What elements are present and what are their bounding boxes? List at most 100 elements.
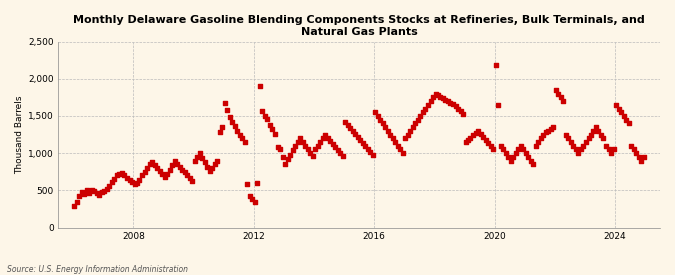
Point	[89, 189, 100, 193]
Point	[535, 136, 546, 141]
Point	[282, 157, 293, 161]
Point	[247, 197, 258, 202]
Point	[395, 147, 406, 152]
Point	[164, 167, 175, 172]
Point	[97, 190, 107, 194]
Point	[94, 193, 105, 197]
Point	[139, 170, 150, 174]
Point	[347, 129, 358, 133]
Point	[543, 129, 554, 133]
Point	[262, 117, 273, 121]
Point	[84, 190, 95, 195]
Point	[593, 129, 604, 133]
Point	[541, 130, 551, 134]
Point	[465, 135, 476, 140]
Point	[360, 144, 371, 148]
Point	[493, 103, 504, 107]
Point	[538, 132, 549, 137]
Point	[69, 204, 80, 208]
Point	[279, 161, 290, 166]
Point	[217, 125, 227, 129]
Point	[485, 144, 496, 148]
Point	[483, 141, 493, 145]
Point	[608, 147, 619, 152]
Point	[234, 132, 245, 137]
Point	[215, 130, 225, 134]
Point	[503, 155, 514, 159]
Point	[585, 132, 596, 137]
Point	[613, 106, 624, 111]
Point	[455, 109, 466, 114]
Point	[269, 132, 280, 136]
Point	[157, 172, 167, 176]
Point	[171, 161, 182, 166]
Point	[598, 136, 609, 141]
Point	[551, 88, 562, 92]
Point	[375, 117, 385, 122]
Point	[445, 100, 456, 105]
Point	[423, 103, 433, 107]
Point	[495, 144, 506, 148]
Point	[516, 144, 526, 148]
Point	[558, 99, 569, 103]
Point	[460, 140, 471, 144]
Point	[265, 123, 275, 127]
Point	[342, 123, 353, 127]
Y-axis label: Thousand Barrels: Thousand Barrels	[15, 95, 24, 174]
Point	[533, 140, 543, 144]
Point	[162, 172, 173, 176]
Point	[345, 126, 356, 130]
Point	[427, 95, 438, 100]
Point	[566, 140, 576, 144]
Point	[580, 140, 591, 144]
Point	[605, 151, 616, 155]
Point	[548, 125, 559, 129]
Point	[244, 193, 255, 198]
Point	[563, 136, 574, 141]
Point	[307, 154, 318, 158]
Point	[531, 144, 541, 148]
Point	[325, 139, 335, 144]
Point	[626, 144, 637, 148]
Point	[576, 147, 587, 152]
Point	[205, 169, 215, 173]
Point	[252, 181, 263, 185]
Point	[352, 134, 363, 139]
Point	[497, 147, 508, 152]
Point	[357, 141, 368, 145]
Point	[327, 142, 338, 147]
Point	[184, 176, 195, 181]
Point	[136, 173, 147, 178]
Point	[111, 173, 122, 178]
Point	[611, 103, 622, 107]
Point	[317, 136, 328, 141]
Title: Monthly Delaware Gasoline Blending Components Stocks at Refineries, Bulk Termina: Monthly Delaware Gasoline Blending Compo…	[73, 15, 645, 37]
Point	[124, 178, 135, 182]
Point	[603, 147, 614, 152]
Point	[478, 134, 489, 139]
Text: Source: U.S. Energy Information Administration: Source: U.S. Energy Information Administ…	[7, 265, 188, 274]
Point	[377, 121, 388, 126]
Point	[212, 158, 223, 163]
Point	[630, 151, 641, 155]
Point	[412, 117, 423, 122]
Point	[560, 132, 571, 137]
Point	[82, 188, 92, 192]
Point	[355, 138, 366, 142]
Point	[79, 192, 90, 196]
Point	[463, 138, 474, 142]
Point	[490, 63, 501, 68]
Point	[390, 140, 401, 144]
Point	[618, 114, 629, 118]
Point	[194, 151, 205, 155]
Point	[72, 200, 82, 205]
Point	[152, 166, 163, 170]
Point	[114, 172, 125, 176]
Point	[109, 177, 119, 182]
Point	[149, 163, 160, 167]
Point	[370, 110, 381, 114]
Point	[257, 109, 268, 114]
Point	[159, 175, 170, 179]
Point	[367, 152, 378, 157]
Point	[453, 106, 464, 111]
